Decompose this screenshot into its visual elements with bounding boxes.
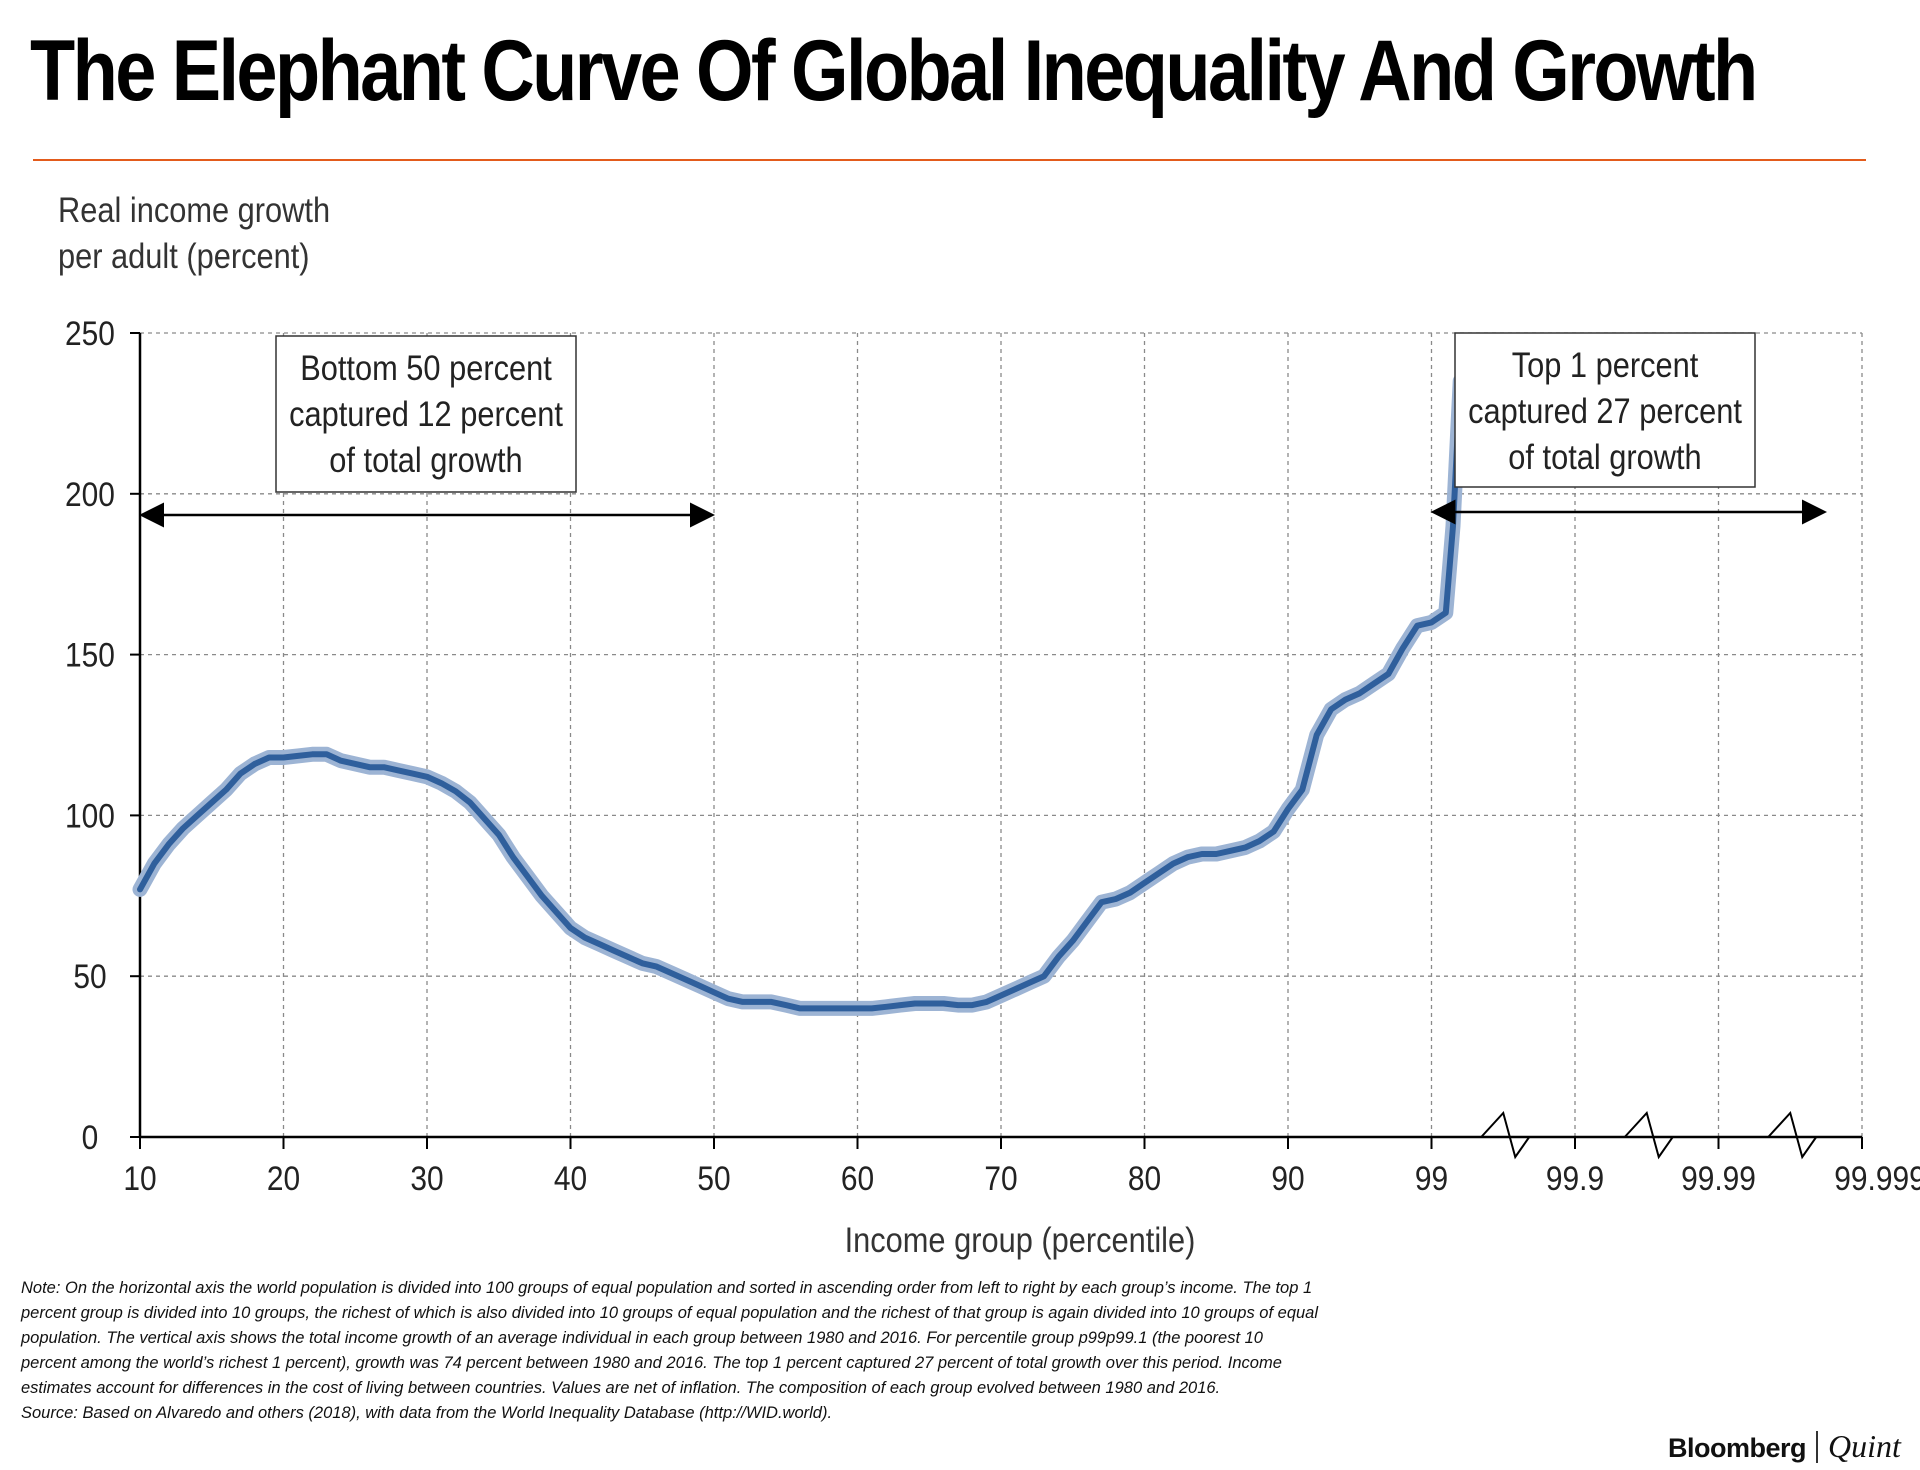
source-text: Source: Based on Alvaredo and others (20… [21,1404,833,1422]
x-tick-label: 70 [984,1159,1017,1197]
x-tick-label: 50 [697,1159,730,1197]
y-tick-label: 250 [65,314,115,352]
annotation-text-line: Top 1 percent [1512,345,1699,384]
annotation-box [1454,332,1756,488]
x-tick-label: 40 [554,1159,587,1197]
annotation-text-line: of total growth [329,440,522,479]
chart-note: Note: On the horizontal axis the world p… [21,1276,1321,1426]
x-tick-label: 90 [1271,1159,1304,1197]
y-axis-label-line: per adult (percent) [58,236,310,275]
x-tick-label: 10 [123,1159,156,1197]
y-axis-label: Real income growth per adult (percent) [58,190,330,275]
series-line [137,378,1464,1012]
annotation-text-line: captured 27 percent [1468,391,1742,430]
x-tick-label: 99.999 [1834,1159,1920,1197]
x-tick-label: 99.99 [1681,1159,1756,1197]
brand-suffix: Quint [1828,1428,1901,1464]
annotation-box [275,335,577,493]
brand-logo: Bloomberg Quint [1668,1428,1901,1465]
x-tick-label: 30 [410,1159,443,1197]
annotation-text-line: Bottom 50 percent [300,348,552,387]
x-tick-label: 99 [1415,1159,1448,1197]
y-axis-label-line: Real income growth [58,190,330,229]
axis-break-icon [1767,1110,1818,1160]
annotation-text-line: of total growth [1508,437,1701,476]
y-tick-label: 0 [82,1118,99,1156]
axis-break-icon [1480,1110,1531,1160]
elephant-curve-chart: Bottom 50 percent captured 12 percent of t… [58,190,1920,1259]
x-tick-label: 20 [267,1159,300,1197]
chart-title: The Elephant Curve Of Global Inequality … [30,23,1758,119]
axis-break-icon [1624,1110,1674,1160]
y-tick-label: 100 [65,797,115,835]
title-divider [33,159,1866,161]
x-tick-label: 60 [841,1159,874,1197]
brand-name: Bloomberg [1668,1433,1807,1463]
y-tick-label: 150 [65,636,115,674]
x-tick-label: 80 [1128,1159,1161,1197]
x-axis-label: Income group (percentile) [845,1220,1196,1259]
x-tick-label: 99.9 [1546,1159,1604,1197]
brand-separator [1816,1431,1819,1463]
annotation-text-line: captured 12 percent [289,394,563,433]
annotation-text: Top 1 percent captured 27 percent of total… [1468,345,1742,476]
annotation-text: Bottom 50 percent captured 12 percent of t… [289,348,563,479]
note-text: Note: On the horizontal axis the world p… [21,1279,1319,1397]
y-tick-label: 200 [65,475,115,513]
y-tick-label: 50 [73,957,106,995]
